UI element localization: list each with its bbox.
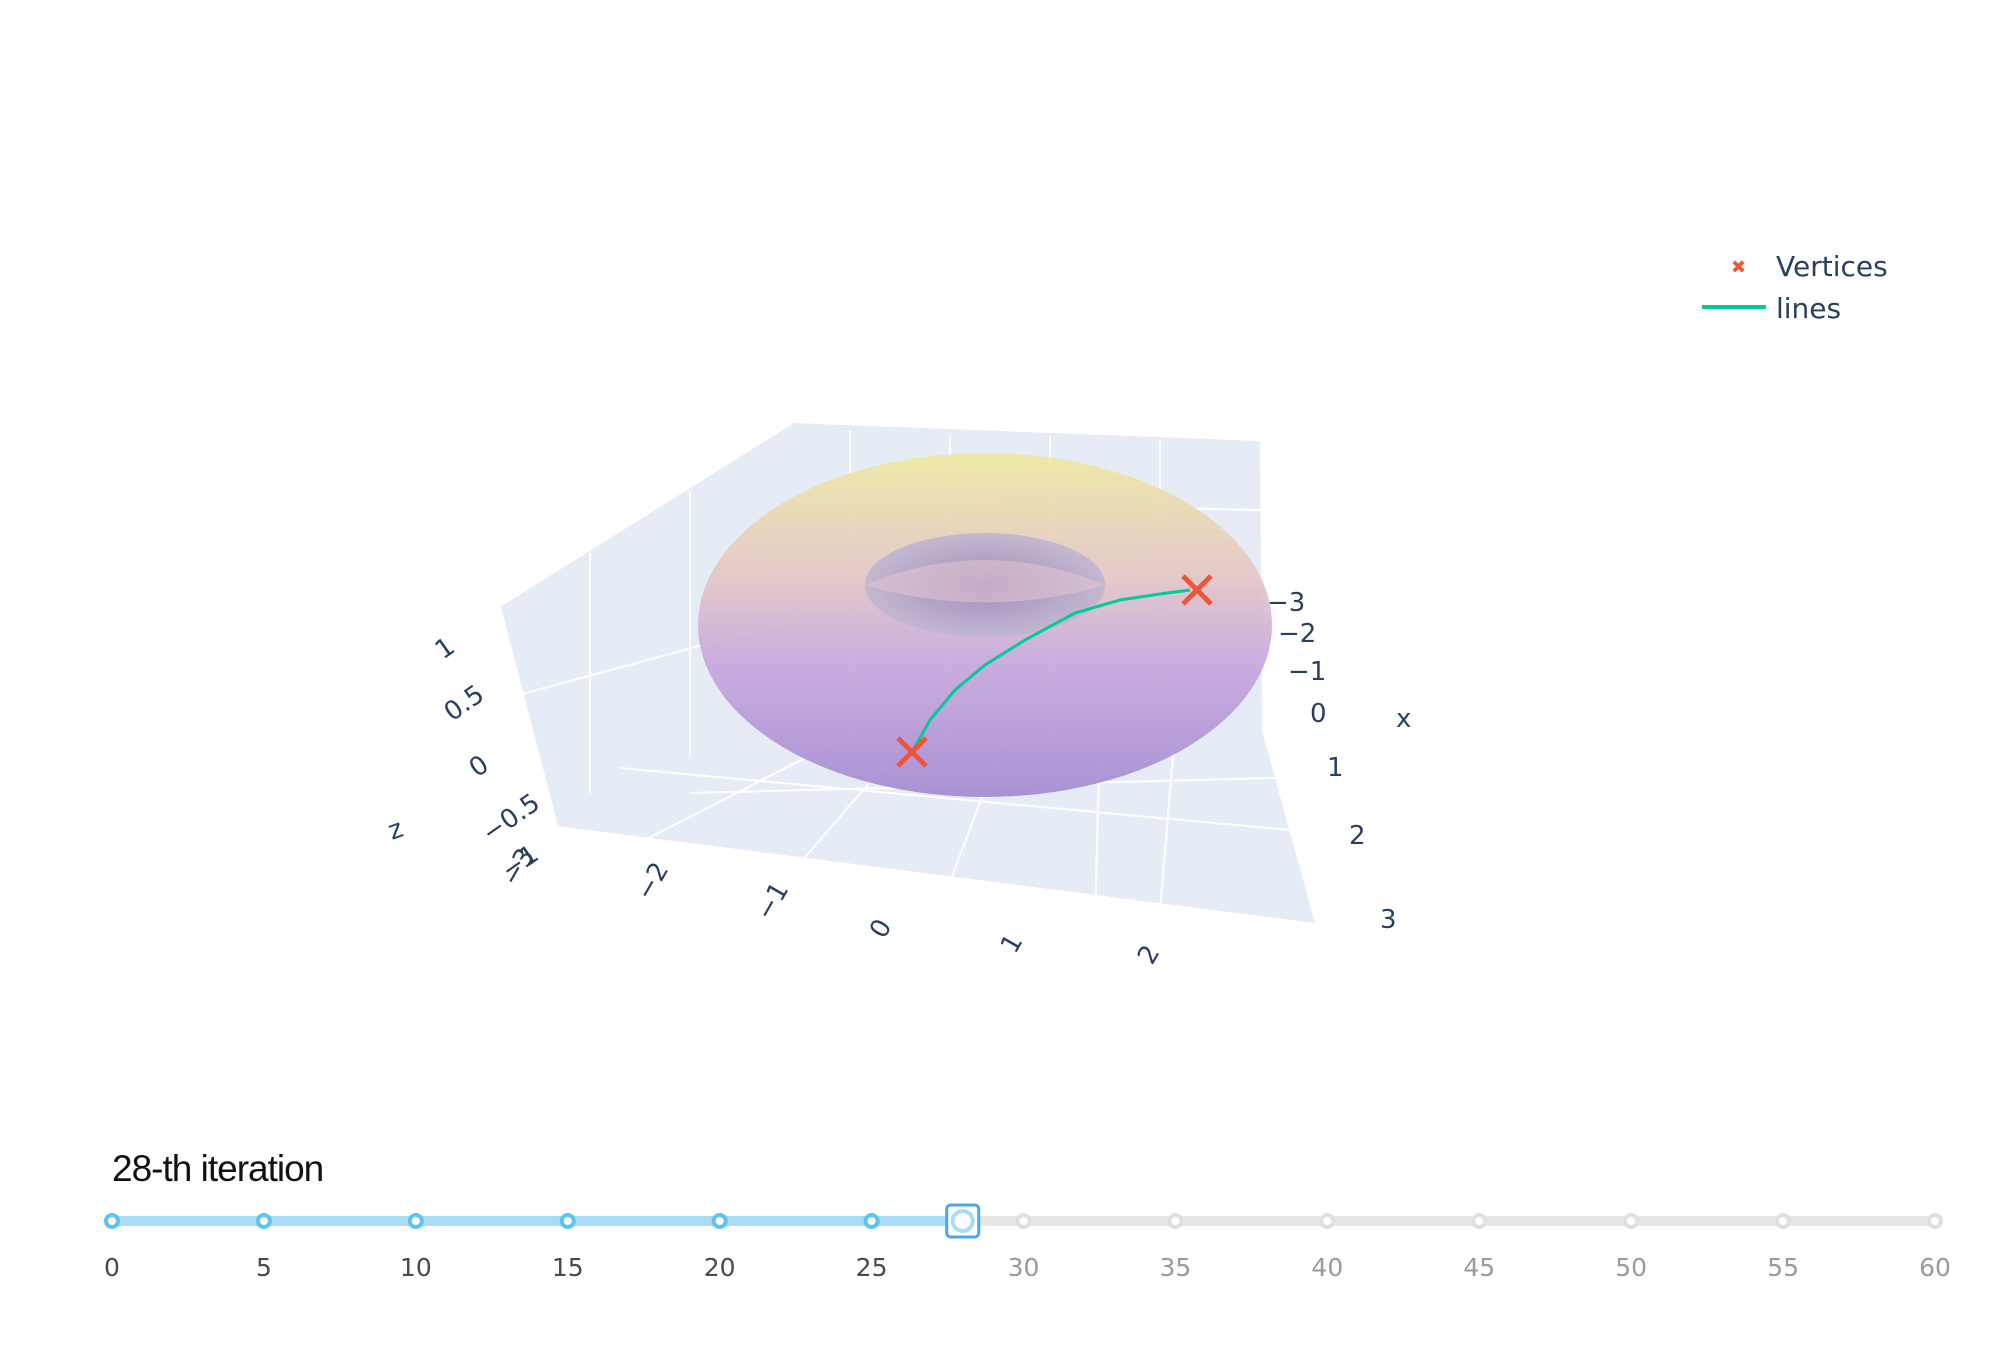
- legend-item-lines[interactable]: lines: [1702, 292, 1841, 325]
- slider-step[interactable]: [255, 1213, 272, 1229]
- slider-tick-label: 40: [1311, 1253, 1343, 1282]
- x-axis-ticks: −3−2 −1 01 2 3: [1267, 588, 1397, 935]
- legend-label-vertices: Vertices: [1776, 250, 1888, 283]
- z-tick-label: 0.5: [439, 679, 490, 727]
- slider-step[interactable]: [559, 1213, 576, 1229]
- z-axis-title: z: [384, 814, 407, 847]
- x-tick-label: 3: [1380, 905, 1397, 935]
- slider-step[interactable]: [863, 1213, 880, 1229]
- y-tick-label: −1: [750, 877, 795, 925]
- x-tick-label: 1: [1327, 753, 1344, 783]
- lines-trace: [910, 588, 1191, 753]
- legend: ✖ Vertices lines: [1702, 250, 1888, 325]
- slider-step[interactable]: [1927, 1213, 1943, 1229]
- x-tick-label: 2: [1349, 821, 1366, 851]
- slider-tick-label: 45: [1463, 1253, 1495, 1282]
- x-tick-label: −3: [1267, 588, 1305, 618]
- x-tick-label: 0: [1310, 699, 1327, 729]
- slider-step[interactable]: [1167, 1213, 1184, 1229]
- x-axis-title: x: [1396, 704, 1411, 734]
- z-tick-label: 0: [464, 750, 495, 784]
- vertex-marker: [896, 736, 928, 768]
- slider-current-label: 28-th iteration: [112, 1148, 323, 1189]
- z-tick-label: 1: [430, 632, 461, 666]
- slider-step[interactable]: [711, 1213, 728, 1229]
- data-traces: [896, 574, 1213, 768]
- slider-step[interactable]: [1015, 1213, 1032, 1229]
- x-tick-label: −2: [1278, 619, 1316, 649]
- slider-tick-label: 10: [400, 1253, 432, 1282]
- slider-tick-label: 5: [256, 1253, 272, 1282]
- slider-tick-label: 55: [1767, 1253, 1799, 1282]
- slider-step[interactable]: [1471, 1213, 1488, 1229]
- legend-label-lines: lines: [1776, 292, 1841, 325]
- slider-tick-label: 35: [1160, 1253, 1192, 1282]
- y-tick-label: 0: [864, 914, 898, 943]
- y-tick-label: 1: [995, 929, 1029, 958]
- legend-item-vertices[interactable]: ✖ Vertices: [1731, 250, 1888, 283]
- slider-tick-label: 20: [704, 1253, 736, 1282]
- slider-step[interactable]: [104, 1213, 120, 1229]
- slider-ticks: 0 5 10 15 20 25 30 35 40 45 50 55 60: [104, 1213, 1951, 1282]
- y-tick-label: 2: [1132, 940, 1166, 969]
- y-tick-label: −2: [630, 857, 675, 905]
- slider-tick-label: 0: [104, 1253, 120, 1282]
- vertex-marker: [1181, 574, 1213, 606]
- torus-inner-lip: [865, 560, 1105, 603]
- back-pane-y: [500, 423, 795, 826]
- slider-tick-label: 30: [1008, 1253, 1040, 1282]
- slider-step[interactable]: [1623, 1213, 1640, 1229]
- slider-tick-label: 15: [552, 1253, 584, 1282]
- slider-handle-knob[interactable]: [950, 1209, 975, 1233]
- iteration-slider: 28-th iteration 0 5 10 15 20 25 30 35 40 45 50 55 60: [104, 1148, 1951, 1282]
- x-tick-label: −1: [1288, 657, 1326, 687]
- z-tick-label: −0.5: [477, 788, 546, 849]
- slider-tick-label: 50: [1615, 1253, 1647, 1282]
- slider-tick-label: 60: [1919, 1253, 1951, 1282]
- slider-step[interactable]: [407, 1213, 424, 1229]
- slider-handle[interactable]: [945, 1203, 981, 1239]
- slider-tick-label: 25: [856, 1253, 888, 1282]
- slider-step[interactable]: [1319, 1213, 1336, 1229]
- slider-step[interactable]: [1775, 1213, 1792, 1229]
- legend-marker-x-icon: ✖: [1731, 257, 1746, 278]
- torus-surface: [698, 453, 1272, 797]
